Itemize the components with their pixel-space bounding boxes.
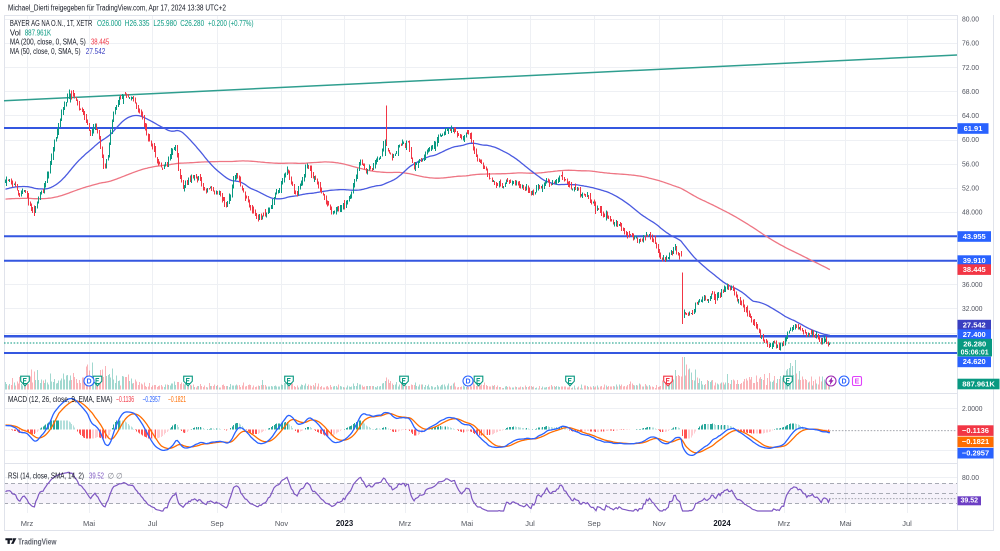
svg-text:Mrz: Mrz [778, 519, 791, 528]
svg-text:O26.000: O26.000 [97, 19, 122, 28]
svg-text:Mrz: Mrz [399, 519, 412, 528]
svg-text:Jul: Jul [525, 519, 535, 528]
svg-text:Sep: Sep [210, 519, 223, 528]
svg-text:BAYER AG NA O.N., 1T, XETR: BAYER AG NA O.N., 1T, XETR [10, 19, 93, 28]
svg-text:C26.280: C26.280 [180, 19, 204, 28]
svg-text:27.400: 27.400 [963, 330, 986, 339]
svg-text:56.00: 56.00 [962, 159, 979, 168]
svg-text:E: E [855, 379, 860, 386]
svg-text:2023: 2023 [336, 519, 354, 528]
svg-text:887.961K: 887.961K [962, 379, 995, 388]
svg-text:D: D [86, 379, 91, 386]
svg-text:39.910: 39.910 [963, 256, 986, 265]
svg-text:−0.1136: −0.1136 [962, 426, 989, 435]
svg-text:68.00: 68.00 [962, 87, 979, 96]
svg-text:43.955: 43.955 [963, 232, 986, 241]
svg-text:∅ ∅: ∅ ∅ [108, 472, 123, 481]
svg-text:2.0000: 2.0000 [962, 404, 983, 413]
svg-text:TradingView: TradingView [18, 537, 57, 546]
svg-text:52.00: 52.00 [962, 183, 979, 192]
svg-text:64.00: 64.00 [962, 111, 979, 120]
svg-text:Sep: Sep [587, 519, 600, 528]
svg-text:MA (200, close, 0, SMA, 5): MA (200, close, 0, SMA, 5) [10, 38, 86, 47]
svg-text:Mai: Mai [461, 519, 473, 528]
svg-text:38.445: 38.445 [91, 38, 110, 47]
svg-text:39.52: 39.52 [89, 472, 104, 481]
svg-text:Mai: Mai [83, 519, 95, 528]
svg-text:MA (50, close, 0, SMA, 5): MA (50, close, 0, SMA, 5) [10, 47, 81, 56]
svg-text:887.961K: 887.961K [25, 28, 52, 37]
svg-text:Michael_Dierti freigegeben für: Michael_Dierti freigegeben für TradingVi… [8, 4, 226, 13]
svg-text:80.00: 80.00 [962, 473, 979, 482]
svg-text:−0.2957: −0.2957 [962, 449, 989, 458]
svg-text:Nov: Nov [275, 519, 289, 528]
svg-text:27.542: 27.542 [86, 47, 106, 56]
svg-text:Vol: Vol [10, 28, 21, 37]
svg-text:05:06:01: 05:06:01 [961, 350, 989, 357]
svg-text:39.52: 39.52 [960, 497, 978, 504]
svg-text:Mrz: Mrz [21, 519, 34, 528]
svg-text:26.280: 26.280 [963, 339, 986, 348]
svg-text:80.00: 80.00 [962, 15, 979, 24]
svg-text:−0.1136: −0.1136 [116, 395, 134, 404]
svg-text:32.000: 32.000 [962, 304, 983, 313]
svg-text:D: D [841, 379, 846, 386]
svg-text:61.91: 61.91 [964, 124, 983, 133]
svg-text:−0.1821: −0.1821 [168, 395, 186, 404]
svg-text:76.00: 76.00 [962, 39, 979, 48]
svg-text:Jul: Jul [902, 519, 912, 528]
svg-text:72.00: 72.00 [962, 63, 979, 72]
svg-text:60.00: 60.00 [962, 135, 979, 144]
svg-text:D: D [465, 379, 470, 386]
svg-text:27.542: 27.542 [963, 320, 986, 329]
svg-text:−0.1821: −0.1821 [962, 437, 989, 446]
svg-text:RSI (14, close, SMA, 14, 2): RSI (14, close, SMA, 14, 2) [8, 472, 84, 481]
svg-text:+0.200 (+0.77%): +0.200 (+0.77%) [208, 19, 254, 28]
svg-text:48.000: 48.000 [962, 208, 983, 217]
svg-text:MACD (12, 26, close, 9, EMA, E: MACD (12, 26, close, 9, EMA, EMA) [8, 395, 113, 404]
svg-text:H26.335: H26.335 [125, 19, 150, 28]
svg-text:Mai: Mai [839, 519, 851, 528]
svg-text:L25.980: L25.980 [153, 19, 177, 28]
svg-text:36.000: 36.000 [962, 280, 983, 289]
svg-text:Nov: Nov [652, 519, 666, 528]
svg-text:−0.2957: −0.2957 [143, 395, 161, 404]
svg-text:38.445: 38.445 [963, 265, 986, 274]
svg-text:24.620: 24.620 [963, 357, 986, 366]
svg-text:Jul: Jul [148, 519, 158, 528]
svg-text:2024: 2024 [713, 519, 731, 528]
